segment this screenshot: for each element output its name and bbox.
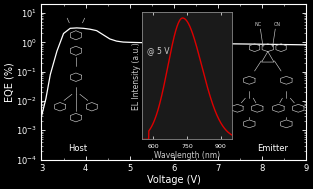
X-axis label: Voltage (V): Voltage (V) [147,175,201,185]
Text: Host: Host [68,144,87,153]
Text: Emitter: Emitter [258,144,289,153]
Y-axis label: EQE (%): EQE (%) [4,62,14,102]
Text: CN: CN [274,22,281,27]
Text: NC: NC [255,22,262,27]
